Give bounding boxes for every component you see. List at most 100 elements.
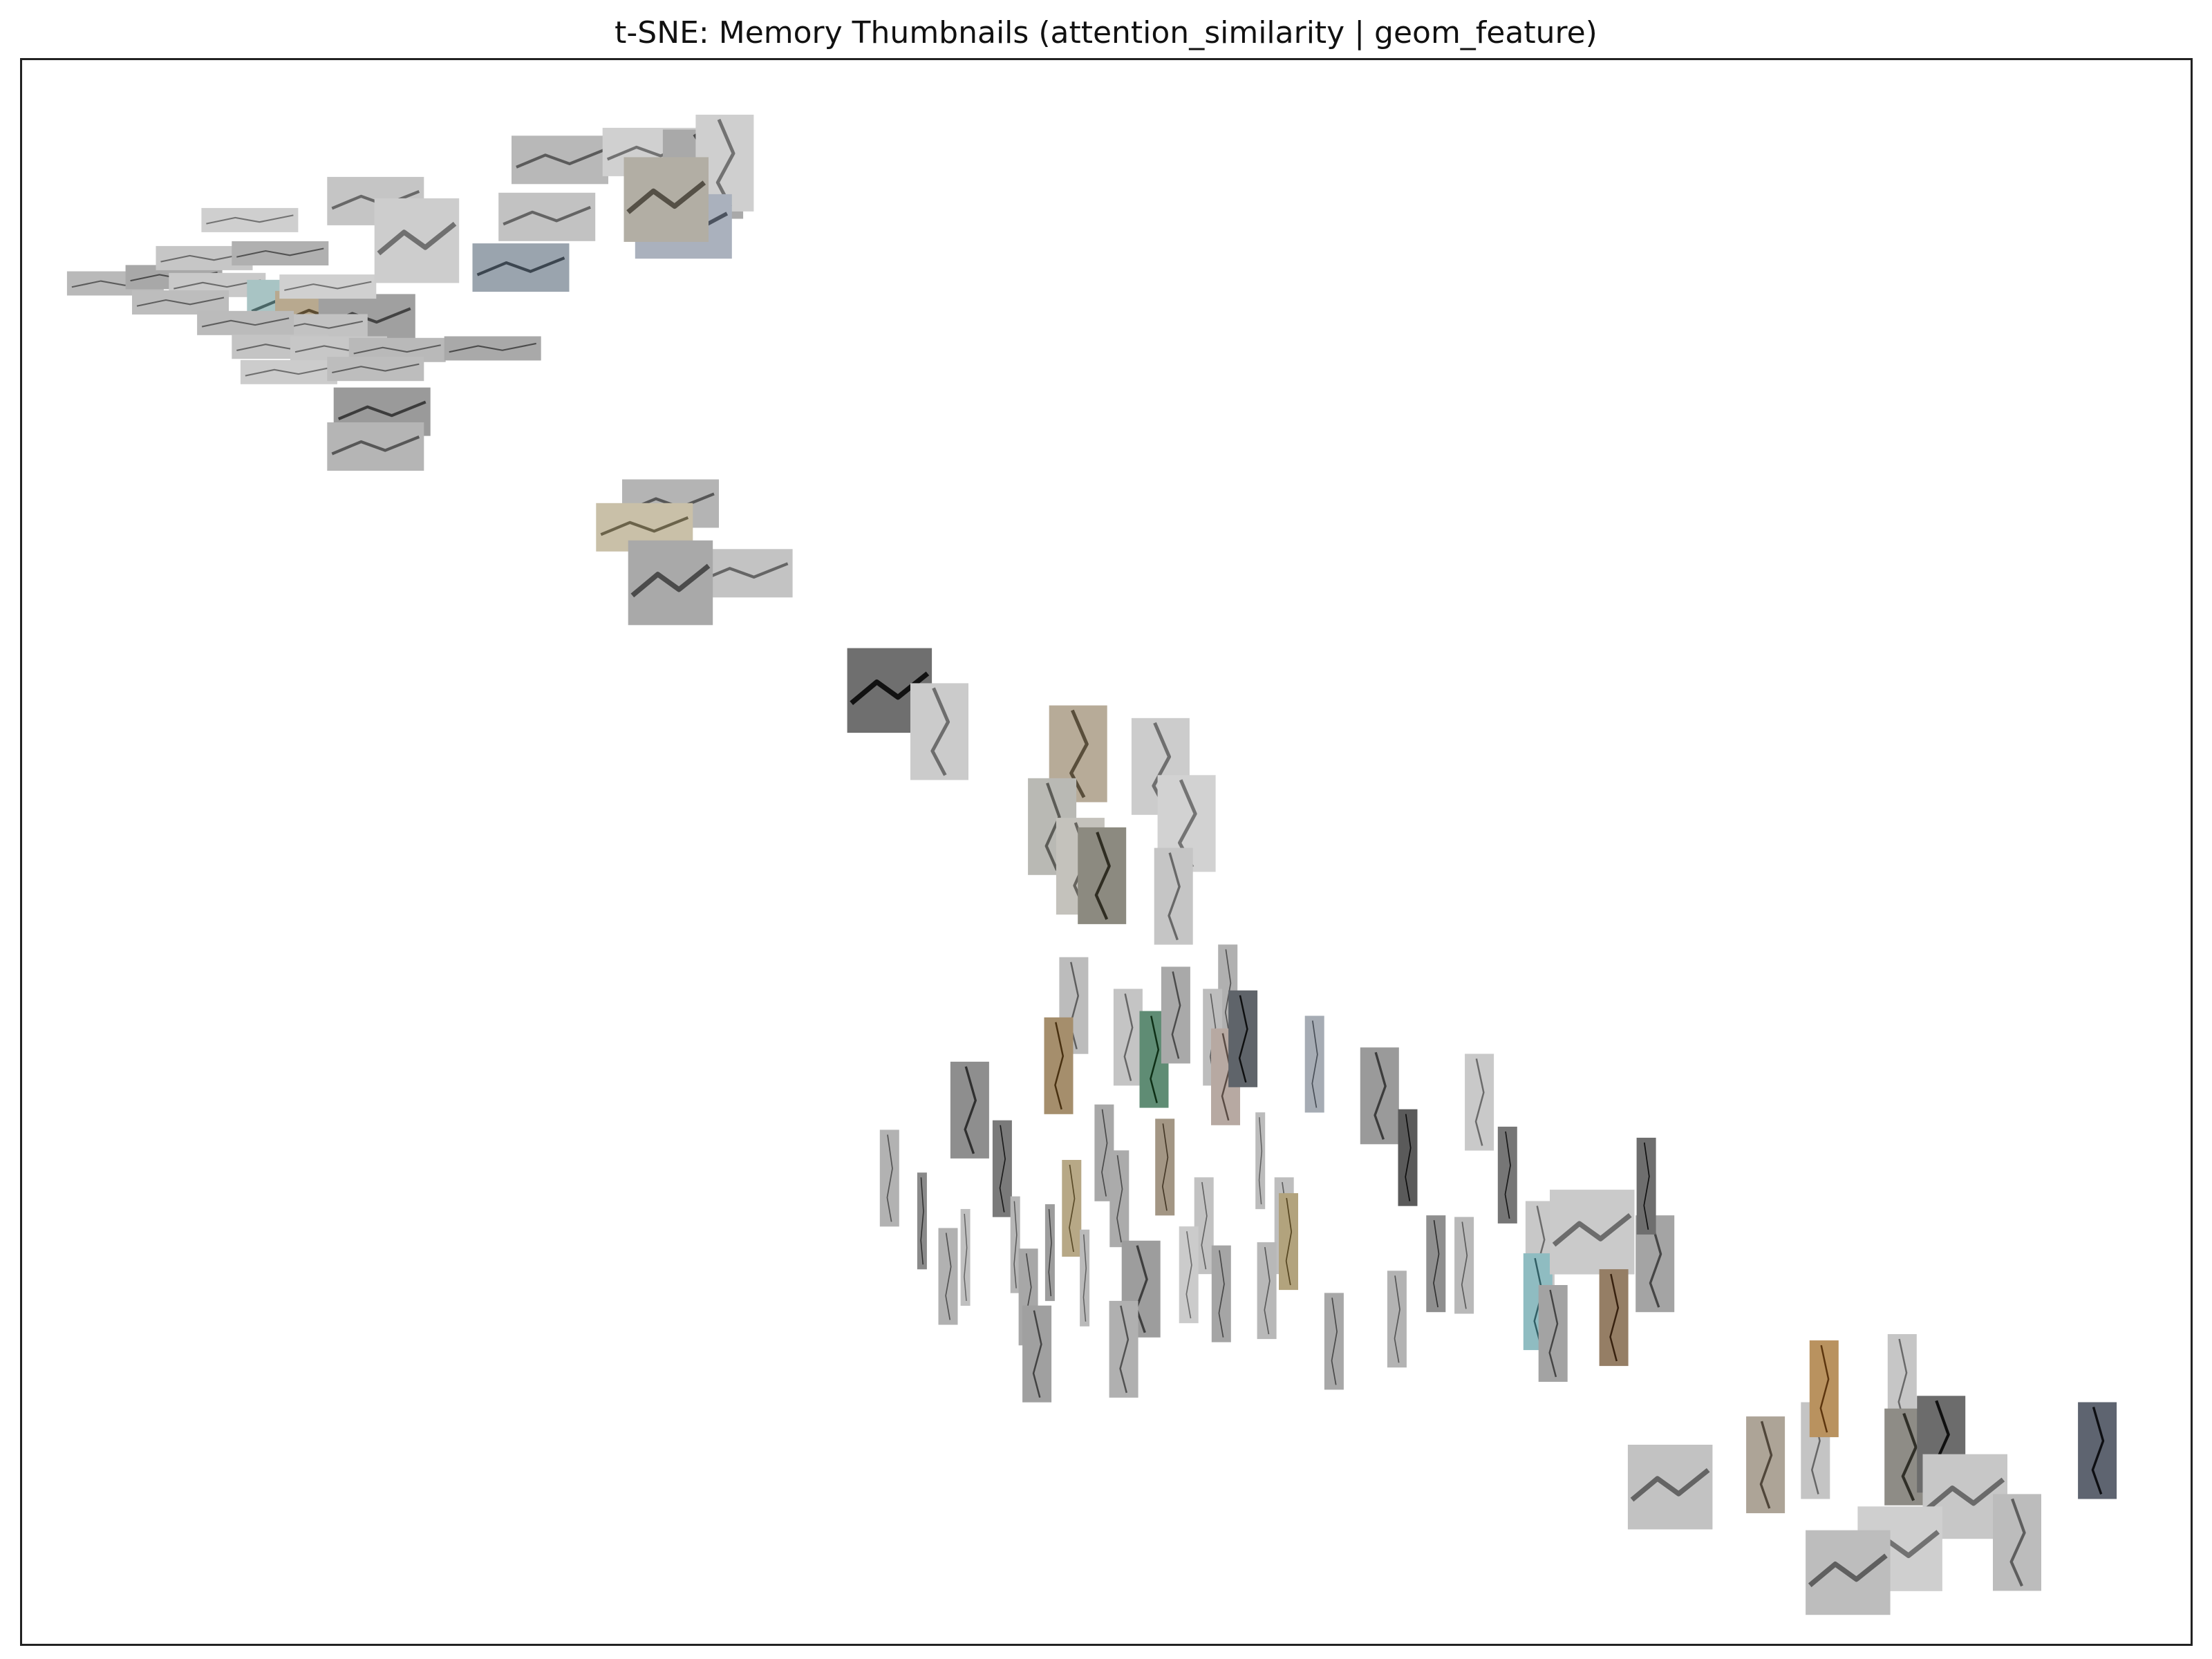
thumbnail-point xyxy=(1387,1271,1407,1368)
crack-line xyxy=(1116,1155,1123,1243)
crack-line xyxy=(1238,995,1248,1083)
thumbnail-point xyxy=(201,207,299,232)
crack-line xyxy=(1285,1197,1293,1286)
crack-line xyxy=(1649,1219,1662,1308)
crack-line xyxy=(999,1125,1006,1212)
crack-line xyxy=(1069,962,1079,1050)
crack-line xyxy=(236,247,324,258)
thumbnail-point xyxy=(1228,990,1258,1087)
thumbnail-point xyxy=(1255,1112,1266,1210)
crack-line xyxy=(1161,1123,1169,1211)
thumbnail-point xyxy=(1636,1137,1656,1235)
crack-line xyxy=(331,189,420,210)
thumbnail-point xyxy=(472,243,570,292)
crack-line xyxy=(1643,1142,1650,1230)
thumbnail-point xyxy=(1080,1229,1090,1327)
crack-line xyxy=(1069,709,1089,798)
thumbnail-point xyxy=(1161,966,1190,1064)
thumbnail-point xyxy=(992,1120,1012,1217)
crack-line xyxy=(1224,949,1232,1037)
crack-line xyxy=(337,400,427,421)
crack-line xyxy=(332,363,420,374)
crack-line xyxy=(1069,1164,1076,1253)
thumbnail-point xyxy=(1538,1285,1568,1382)
thumbnail-point xyxy=(197,310,294,335)
thumbnail-image xyxy=(1080,1229,1090,1327)
thumbnail-image xyxy=(1044,1204,1055,1302)
crack-line xyxy=(516,149,604,169)
crack-line xyxy=(964,1213,968,1302)
thumbnail-point xyxy=(1010,1196,1020,1293)
crack-line xyxy=(1394,1275,1400,1363)
thumbnail-point xyxy=(1109,1150,1130,1248)
crack-line xyxy=(1901,1412,1918,1501)
thumbnail-point xyxy=(1324,1293,1344,1390)
crack-line xyxy=(626,180,706,214)
thumbnail-point xyxy=(1044,1204,1055,1302)
crack-line xyxy=(1759,1421,1773,1509)
crack-line xyxy=(964,1066,977,1154)
crack-line xyxy=(284,281,372,291)
crack-line xyxy=(1925,1477,2005,1512)
thumbnail-point xyxy=(950,1061,989,1159)
crack-line xyxy=(1054,1022,1065,1110)
thumbnail-point xyxy=(1304,1015,1324,1113)
thumbnail-point xyxy=(1062,1160,1082,1257)
crack-line xyxy=(1258,1117,1263,1205)
crack-line xyxy=(1094,832,1111,920)
thumbnail-image xyxy=(917,1172,927,1270)
crack-line xyxy=(1171,971,1181,1059)
crack-line xyxy=(1119,1305,1130,1394)
crack-line xyxy=(160,252,248,263)
crack-line xyxy=(1819,1344,1830,1433)
thumbnail-point xyxy=(1426,1215,1446,1313)
crack-line xyxy=(1013,1201,1018,1288)
crack-line xyxy=(1185,1231,1192,1319)
thumbnail-point xyxy=(1179,1226,1199,1324)
thumbnail-point xyxy=(1599,1269,1629,1367)
crack-line xyxy=(1533,1257,1544,1346)
chart-title: t-SNE: Memory Thumbnails (attention_simi… xyxy=(615,15,1597,50)
crack-line xyxy=(886,1134,893,1222)
crack-line xyxy=(1201,1182,1208,1270)
thumbnail-point xyxy=(232,241,329,265)
thumbnail-point xyxy=(879,1130,899,1227)
crack-line xyxy=(1433,1220,1440,1308)
crack-line xyxy=(1135,1245,1148,1333)
crack-line xyxy=(377,221,457,256)
crack-line xyxy=(331,435,420,456)
crack-line xyxy=(1609,1273,1620,1362)
crack-line xyxy=(476,256,565,276)
crack-line xyxy=(1552,1212,1632,1247)
crack-line xyxy=(700,562,789,582)
thumbnail-point xyxy=(1109,1300,1138,1398)
thumbnail-point xyxy=(1155,1118,1175,1216)
thumbnail-point xyxy=(1257,1242,1277,1340)
thumbnail-point xyxy=(240,359,337,384)
thumbnail-point xyxy=(1211,1245,1231,1342)
thumbnail-point xyxy=(1465,1053,1494,1151)
crack-line xyxy=(1630,1468,1710,1502)
thumbnail-point xyxy=(960,1209,971,1306)
thumbnail-point xyxy=(624,157,709,242)
crack-line xyxy=(1218,1250,1225,1338)
thumbnail-point xyxy=(1113,988,1143,1086)
thumbnail-point xyxy=(1360,1047,1399,1145)
crack-line xyxy=(1461,1221,1468,1309)
crack-line xyxy=(1311,1020,1318,1108)
crack-line xyxy=(1101,1109,1108,1197)
crack-line xyxy=(1264,1246,1271,1335)
thumbnail-point xyxy=(1627,1445,1713,1530)
thumbnail-point xyxy=(938,1228,958,1325)
crack-line xyxy=(1331,1297,1338,1385)
crack-line xyxy=(1150,1015,1160,1103)
thumbnail-point xyxy=(327,422,424,471)
crack-line xyxy=(136,297,225,307)
crack-line xyxy=(1048,1209,1052,1297)
thumbnail-point xyxy=(917,1172,927,1270)
crack-line xyxy=(206,214,294,225)
thumbnail-point xyxy=(1746,1416,1785,1514)
crack-line xyxy=(1044,782,1061,871)
thumbnail-point xyxy=(1154,847,1193,945)
